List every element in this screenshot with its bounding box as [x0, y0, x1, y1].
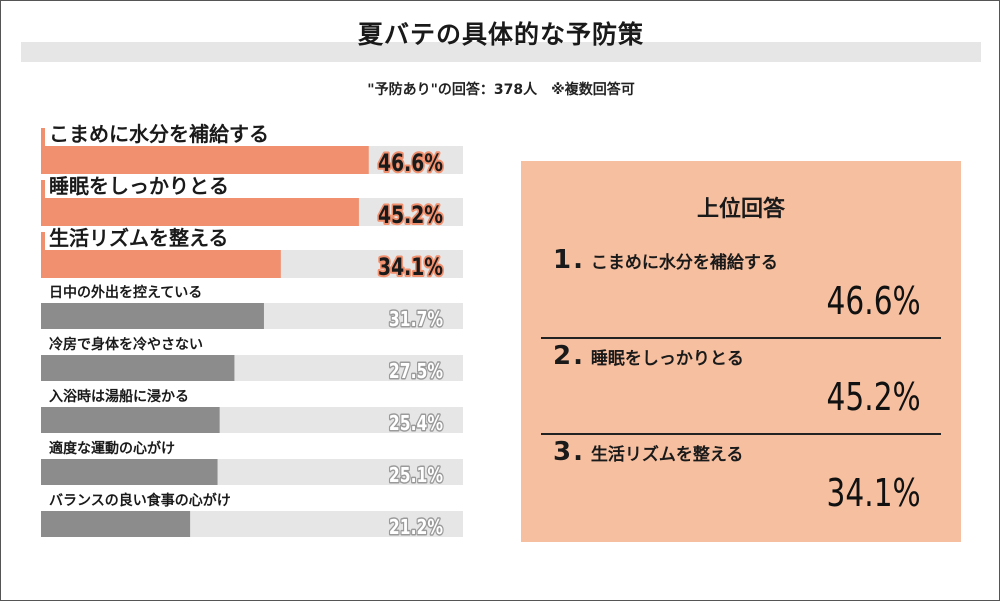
category-label: 日中の外出を控えている — [49, 284, 202, 301]
bar — [41, 303, 264, 329]
category-label: 生活リズムを整える — [49, 226, 228, 250]
bar — [41, 250, 281, 278]
divider — [541, 337, 941, 339]
value-label: 21.2% — [389, 516, 443, 539]
bar-accent — [41, 128, 45, 146]
category-label: バランスの良い食事の心がけ — [49, 492, 231, 509]
top-answer-text: 生活リズムを整える — [590, 445, 744, 465]
bar — [41, 407, 220, 433]
top-answer-value: 45.2% — [826, 375, 921, 419]
bar — [41, 198, 359, 226]
value-label: 34.1% — [378, 254, 443, 282]
value-label: 46.6% — [378, 150, 443, 178]
top-answer-3: 3. 生活リズムを整える 34.1% — [541, 437, 941, 517]
top-answer-label: 3. 生活リズムを整える — [553, 437, 744, 467]
title-band — [21, 42, 981, 62]
bar-accent — [41, 232, 45, 250]
category-label: 冷房で身体を冷やさない — [49, 336, 203, 353]
top-answer-value: 46.6% — [826, 279, 921, 323]
bar — [41, 511, 191, 537]
value-label: 31.7% — [389, 308, 443, 331]
bar — [41, 459, 218, 485]
rank-number: 1 — [553, 245, 572, 275]
top-answer-value: 34.1% — [826, 471, 921, 515]
value-label: 27.5% — [389, 360, 443, 383]
top-answer-label: 1. こまめに水分を補給する — [553, 245, 778, 275]
bar — [41, 355, 235, 381]
top-answers-title: 上位回答 — [696, 197, 785, 222]
bar-accent — [41, 180, 45, 198]
category-label: こまめに水分を補給する — [49, 122, 269, 146]
value-label: 25.4% — [389, 412, 443, 435]
category-label: 入浴時は湯船に浸かる — [49, 388, 189, 405]
top-answer-text: 睡眠をしっかりとる — [590, 349, 744, 369]
top-answer-1: 1. こまめに水分を補給する 46.6% — [541, 245, 941, 339]
page-title: 夏バテの具体的な予防策 — [357, 20, 644, 49]
category-label: 睡眠をしっかりとる — [49, 174, 229, 198]
divider — [541, 433, 941, 435]
value-label: 45.2% — [378, 202, 443, 230]
survey-note: "予防あり"の回答：378人 ※複数回答可 — [367, 82, 635, 98]
top-answer-2: 2. 睡眠をしっかりとる 45.2% — [541, 341, 941, 435]
top-answer-label: 2. 睡眠をしっかりとる — [553, 341, 744, 371]
top-answers-panel: 上位回答 1. こまめに水分を補給する 46.6% 2. 睡眠をしっかりとる 4… — [521, 161, 961, 542]
rank-number: 2 — [553, 341, 572, 371]
top-answer-text: こまめに水分を補給する — [590, 253, 778, 273]
bar — [41, 146, 369, 174]
rank-number: 3 — [553, 437, 572, 467]
category-label: 適度な運動の心がけ — [49, 440, 175, 457]
value-label: 25.1% — [389, 464, 443, 487]
